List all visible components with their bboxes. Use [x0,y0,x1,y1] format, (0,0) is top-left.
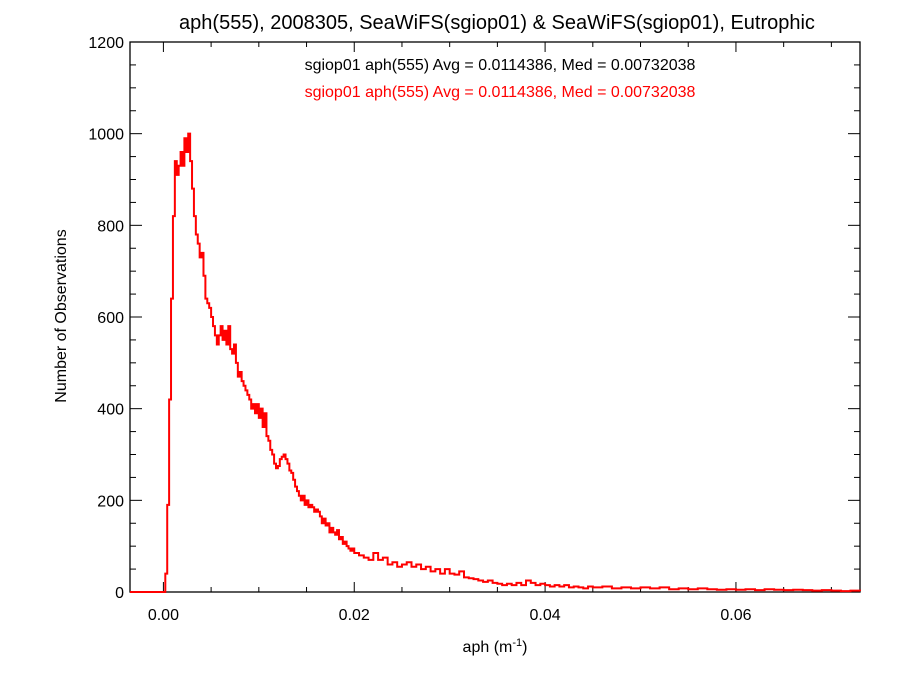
x-tick-label: 0.02 [339,607,370,624]
x-axis-label: aph (m-1) [463,637,528,656]
y-tick-label: 400 [97,402,124,419]
plot-frame [129,41,861,593]
chart-title: aph(555), 2008305, SeaWiFS(sgiop01) & Se… [179,12,815,34]
x-axis-label-exponent: -1 [512,637,522,649]
legend: sgiop01 aph(555) Avg = 0.0114386, Med = … [305,57,696,101]
y-axis-ticks: 0 200 400 600 800 1000 1200 [88,35,860,602]
x-tick-label: 0.04 [530,607,561,624]
y-tick-label: 0 [115,585,124,602]
y-tick-label: 1200 [88,35,124,52]
x-axis-ticks: 0.00 0.02 0.04 0.06 [148,42,832,624]
y-axis-label: Number of Observations [53,229,70,402]
histogram-series-line [130,132,861,593]
y-tick-label: 1000 [88,127,124,144]
legend-entry: sgiop01 aph(555) Avg = 0.0114386, Med = … [305,57,696,74]
x-tick-label: 0.00 [148,607,179,624]
legend-entry: sgiop01 aph(555) Avg = 0.0114386, Med = … [305,84,696,101]
y-tick-label: 600 [97,310,124,327]
y-tick-label: 800 [97,218,124,235]
y-tick-label: 200 [97,493,124,510]
x-axis-label-base: aph (m [463,639,513,656]
x-tick-label: 0.06 [720,607,751,624]
x-axis-label-suffix: ) [522,639,527,656]
